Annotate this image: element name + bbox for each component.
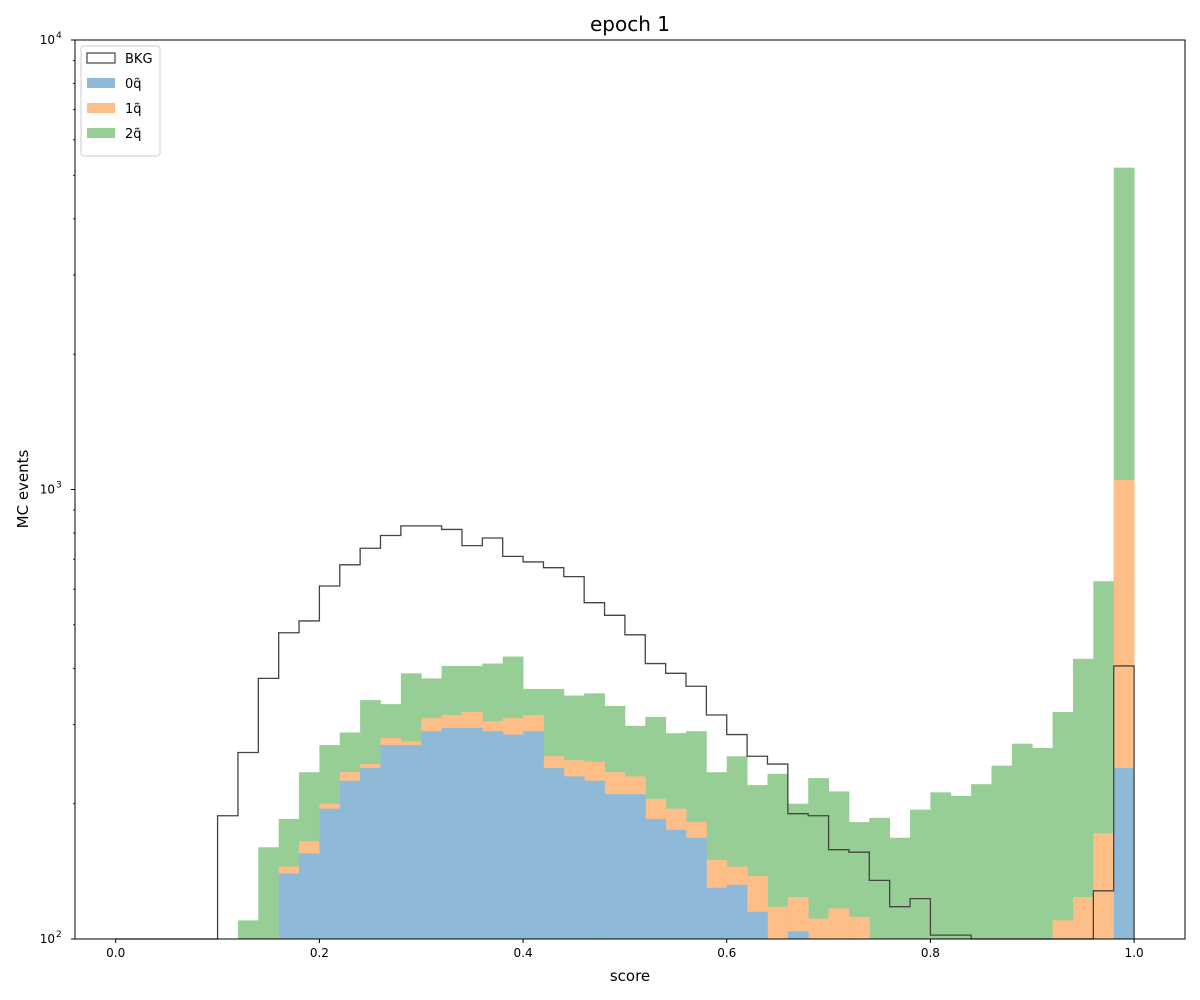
bar-2-bin-45 — [1032, 748, 1054, 939]
bar-2-bin-34 — [808, 778, 829, 939]
bar-2-bin-32 — [767, 773, 789, 939]
y-tick-label: 10 — [40, 932, 55, 946]
legend-label: BKG — [125, 52, 153, 67]
bar-0-bin-10 — [319, 808, 341, 939]
legend-swatch-2 — [87, 128, 115, 138]
bar-0-bin-19 — [502, 734, 524, 939]
bar-0-bin-27 — [665, 829, 687, 939]
bar-2-bin-39 — [910, 809, 931, 939]
bar-0-bin-14 — [400, 745, 422, 939]
x-tick-label: 0.4 — [514, 946, 533, 960]
x-axis: 0.0 0.2 0.4 0.6 0.8 1.0 — [106, 939, 1144, 960]
y-tick-exponent: 2 — [56, 930, 62, 940]
bar-0-bin-24 — [604, 794, 626, 939]
y-axis-label: MC events — [14, 449, 32, 528]
bar-0-bin-22 — [563, 776, 585, 939]
bkg-step-line — [115, 525, 1135, 940]
bar-2-bin-38 — [889, 837, 911, 939]
legend-swatch-0 — [87, 78, 115, 88]
bar-0-bin-17 — [461, 727, 483, 939]
bar-0-bin-13 — [380, 745, 402, 939]
y-tick-label: 10 — [40, 33, 55, 47]
bar-0-bin-29 — [706, 887, 728, 939]
x-tick-label: 0.8 — [921, 946, 940, 960]
bar-2-bin-37 — [869, 817, 891, 939]
y-tick-exponent: 3 — [56, 481, 62, 491]
legend-swatch-bkg — [86, 52, 116, 64]
bar-2-bin-6 — [237, 920, 259, 939]
bar-0-bin-25 — [624, 794, 646, 939]
bar-0-bin-12 — [360, 768, 381, 939]
bar-1-bin-48 — [1093, 833, 1115, 939]
legend-label: 2q̃ — [125, 127, 142, 142]
bkg-step-layer — [115, 525, 1135, 940]
legend-swatch-1 — [87, 103, 115, 113]
bar-0-bin-23 — [584, 780, 605, 939]
bar-2-bin-43 — [991, 765, 1013, 939]
x-axis-label: score — [610, 967, 650, 985]
bar-2-bin-36 — [848, 822, 870, 939]
bar-0-bin-31 — [747, 911, 768, 939]
bar-2-bin-46 — [1052, 711, 1074, 939]
x-tick-label: 0.2 — [310, 946, 329, 960]
legend-label: 0q̃ — [125, 77, 142, 92]
bar-0-bin-11 — [339, 780, 361, 939]
legend-label: 1q̃ — [125, 102, 142, 117]
bar-2-bin-40 — [930, 792, 952, 939]
bar-2-bin-42 — [971, 784, 992, 939]
bar-0-bin-20 — [523, 731, 544, 939]
bar-1-bin-32 — [767, 906, 789, 939]
bar-1-bin-46 — [1052, 920, 1074, 939]
bar-2-bin-47 — [1072, 658, 1094, 939]
bar-0-bin-33 — [787, 931, 809, 939]
y-tick-label: 10 — [40, 483, 55, 497]
bar-2-bin-41 — [950, 796, 972, 939]
bar-0-bin-15 — [421, 731, 443, 939]
bar-2-bin-35 — [828, 791, 850, 939]
bar-0-bin-21 — [543, 768, 565, 939]
bar-1-bin-35 — [828, 908, 850, 939]
y-tick-exponent: 4 — [56, 31, 62, 41]
x-tick-label: 1.0 — [1125, 946, 1144, 960]
bar-1-bin-47 — [1072, 897, 1094, 939]
x-tick-label: 0.0 — [106, 946, 125, 960]
bar-1-bin-33 — [787, 897, 809, 939]
bar-0-bin-18 — [482, 731, 504, 939]
chart-title: epoch 1 — [590, 12, 670, 36]
bar-0-bin-26 — [645, 818, 667, 939]
bar-1-bin-36 — [848, 916, 870, 939]
bar-0-bin-8 — [278, 873, 300, 939]
bars-layer — [237, 167, 1135, 939]
bar-2-bin-44 — [1011, 743, 1033, 939]
x-tick-label: 0.6 — [717, 946, 736, 960]
bar-0-bin-49 — [1113, 768, 1135, 939]
bar-0-bin-28 — [686, 837, 707, 939]
bar-1-bin-34 — [808, 918, 829, 939]
bar-0-bin-16 — [441, 727, 463, 939]
bar-0-bin-9 — [299, 853, 320, 939]
bar-2-bin-7 — [258, 847, 280, 939]
legend: BKG 0q̃ 1q̃ 2q̃ — [80, 45, 161, 157]
bar-0-bin-30 — [726, 884, 748, 939]
